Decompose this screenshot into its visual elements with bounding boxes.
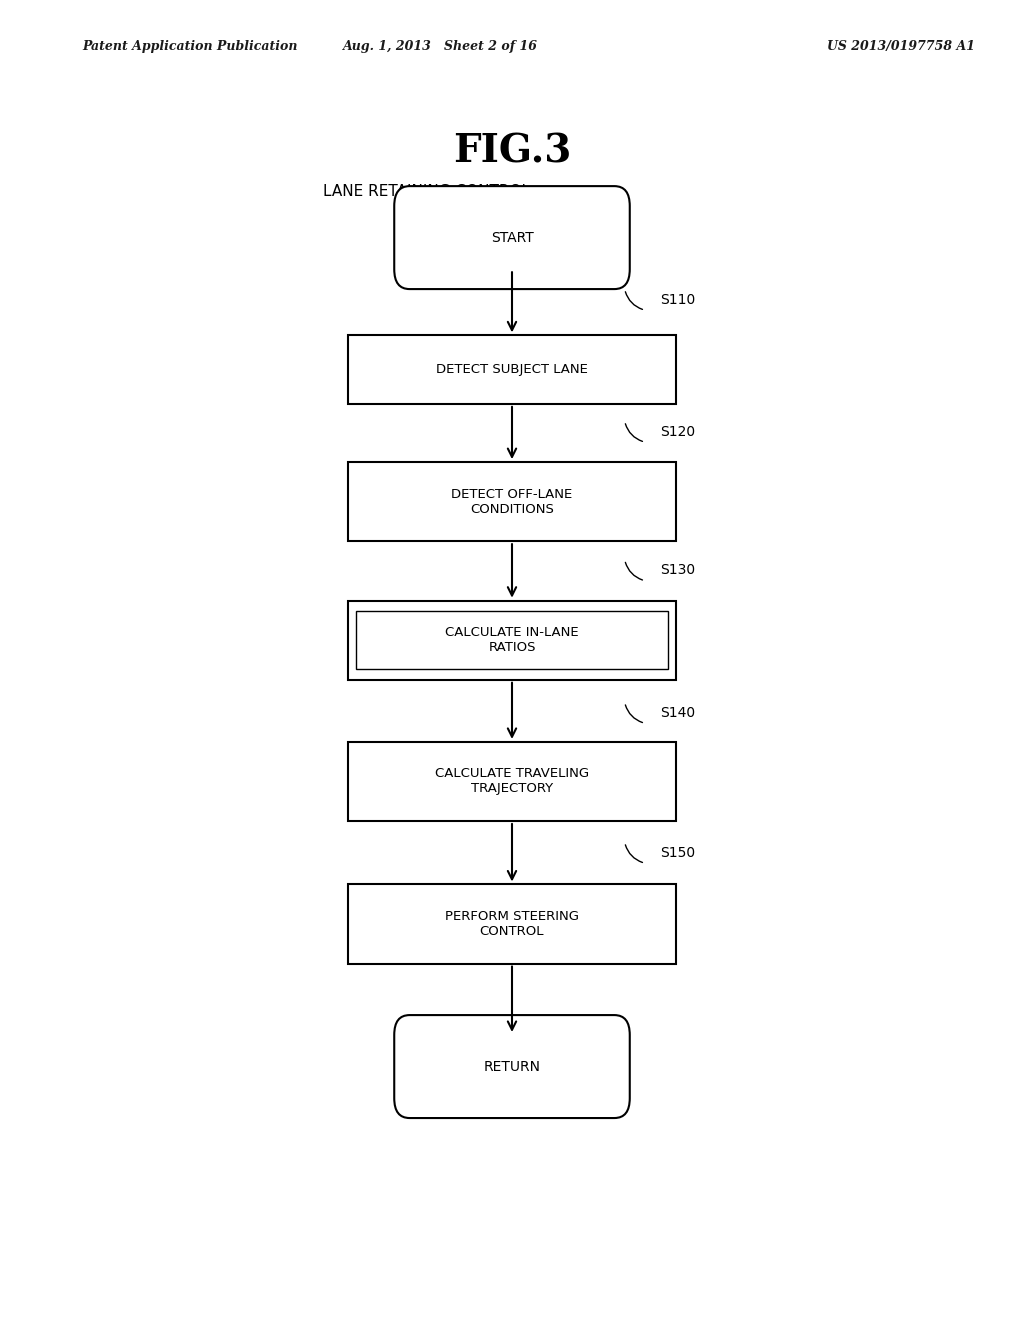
Text: CALCULATE TRAVELING
TRAJECTORY: CALCULATE TRAVELING TRAJECTORY: [435, 767, 589, 796]
Text: CALCULATE IN-LANE
RATIOS: CALCULATE IN-LANE RATIOS: [445, 626, 579, 655]
Text: S120: S120: [660, 425, 695, 438]
Text: S110: S110: [660, 293, 695, 306]
Bar: [348, 335, 676, 404]
Text: FIG.3: FIG.3: [453, 133, 571, 170]
Bar: [348, 742, 676, 821]
Text: DETECT OFF-LANE
CONDITIONS: DETECT OFF-LANE CONDITIONS: [452, 487, 572, 516]
Text: S130: S130: [660, 564, 695, 577]
Text: S150: S150: [660, 846, 695, 859]
Bar: [348, 884, 676, 964]
Text: START: START: [490, 231, 534, 244]
Bar: [348, 601, 676, 680]
Text: Patent Application Publication: Patent Application Publication: [82, 40, 297, 53]
Text: DETECT SUBJECT LANE: DETECT SUBJECT LANE: [436, 363, 588, 376]
FancyBboxPatch shape: [394, 186, 630, 289]
Text: Aug. 1, 2013   Sheet 2 of 16: Aug. 1, 2013 Sheet 2 of 16: [343, 40, 538, 53]
Text: US 2013/0197758 A1: US 2013/0197758 A1: [827, 40, 975, 53]
Bar: [356, 611, 668, 669]
Text: S140: S140: [660, 706, 695, 719]
Text: LANE RETAINING CONTROL: LANE RETAINING CONTROL: [323, 183, 529, 199]
FancyBboxPatch shape: [394, 1015, 630, 1118]
Text: RETURN: RETURN: [483, 1060, 541, 1073]
Text: PERFORM STEERING
CONTROL: PERFORM STEERING CONTROL: [445, 909, 579, 939]
Bar: [348, 462, 676, 541]
